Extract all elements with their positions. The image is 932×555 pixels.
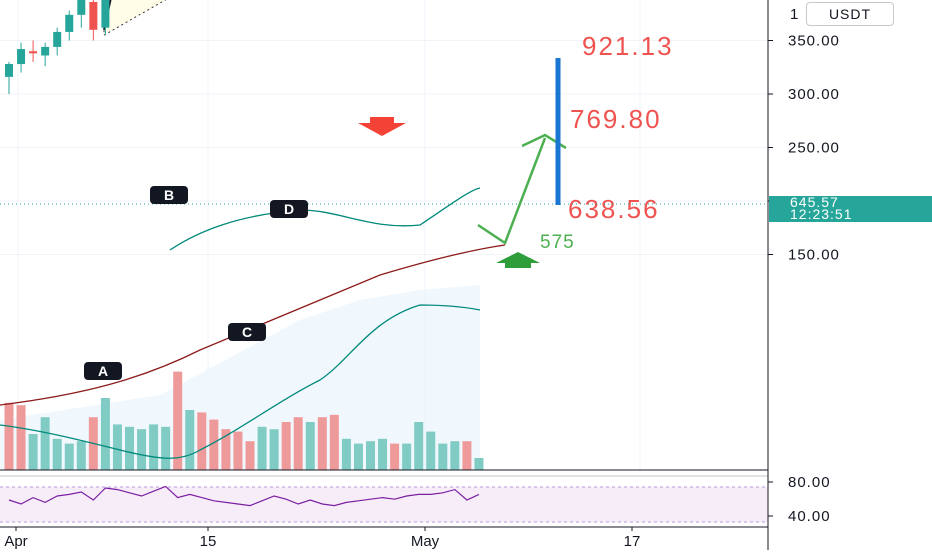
triangle-area [104, 0, 166, 36]
background-bands [0, 285, 480, 470]
rsi-band [0, 487, 768, 522]
candle-series [5, 0, 110, 94]
indicator-lines [0, 187, 506, 459]
volume-bar [112, 424, 122, 470]
volume-bar [185, 410, 195, 470]
candle-body [53, 31, 62, 47]
current-price-badge [769, 196, 932, 222]
volume-bar [149, 424, 159, 470]
volume-bar [173, 371, 183, 470]
point-label-b: B [164, 187, 174, 203]
time-axis-tick: May [411, 533, 440, 550]
rsi-axis-tick: 40.00 [788, 508, 831, 525]
candle-body [41, 46, 50, 56]
volume-bar [305, 422, 315, 470]
indicator-band [0, 285, 480, 470]
volume-bar [474, 458, 484, 470]
volume-bar [378, 438, 388, 470]
candle-body [101, 0, 110, 28]
rsi-axis-tick: 80.00 [788, 474, 831, 491]
time-axis-tick: Apr [4, 533, 27, 550]
volume-bar [28, 434, 38, 470]
triangle-pattern [103, 0, 167, 36]
buy-arrow-icon [496, 252, 540, 268]
volume-bar [76, 441, 86, 470]
projection-label: 575 [540, 232, 575, 253]
price-axis-tick: 300.00 [788, 86, 840, 103]
point-label-a: A [98, 363, 108, 379]
candle-body [89, 1, 98, 30]
lower-band-line [0, 304, 481, 459]
volume-bar [341, 438, 351, 470]
volume-bar [366, 441, 375, 470]
volume-bar [438, 443, 448, 470]
volume-bar [353, 443, 363, 470]
volume-bar [329, 414, 339, 470]
volume-bar [40, 417, 50, 470]
currency-selector-button[interactable]: USDT [806, 2, 894, 26]
volume-bar [245, 441, 255, 470]
rsi-pane [0, 485, 768, 523]
candle-body [65, 14, 74, 32]
point-label-d: D [284, 201, 294, 217]
volume-bar [293, 417, 303, 470]
volume-bar [426, 431, 436, 470]
point-label-badge [150, 186, 188, 204]
time-axis-tick: 17 [624, 533, 641, 550]
volume-bar [161, 426, 171, 470]
rsi-line [8, 485, 480, 507]
candle-body [17, 49, 26, 65]
current-price-value: 645.57 [790, 194, 839, 210]
volume-bar [390, 443, 400, 470]
projection-line [477, 137, 547, 245]
candle-body [5, 64, 13, 77]
current-price-countdown: 12:23:51 [790, 206, 853, 222]
point-label-badge [84, 362, 122, 380]
volume-bar [197, 412, 207, 470]
annotations: 921.13 769.80 638.56 575 A B C D [0, 31, 768, 380]
volume-bar [414, 422, 424, 470]
price-axis-tick: 250.00 [788, 140, 840, 157]
level-label-769: 769.80 [570, 104, 662, 134]
volume-bar [221, 429, 231, 470]
volume-bar [4, 402, 14, 470]
sell-arrow-icon [358, 117, 406, 136]
volume-bar [402, 443, 412, 470]
upper-band-line [169, 187, 481, 251]
triangle-lower-line [103, 0, 167, 36]
point-label-badge [228, 323, 266, 341]
point-label-c: C [242, 324, 252, 340]
volume-bar [16, 405, 26, 470]
price-axis-tick: 150.00 [788, 247, 840, 264]
volume-bar [257, 426, 267, 470]
volume-bar [269, 429, 279, 470]
grid [0, 0, 768, 470]
volume-bar [233, 431, 243, 470]
price-axis-tick: 350.00 [788, 33, 840, 50]
volume-bar [281, 422, 291, 470]
level-label-638: 638.56 [568, 194, 660, 224]
volume-bar [100, 398, 110, 470]
price-axis-tick: 1 [790, 6, 799, 23]
volume-bar [462, 441, 472, 470]
volume-bar [52, 438, 62, 470]
volume-bar [125, 426, 134, 470]
volume-bar [137, 429, 147, 470]
level-label-921: 921.13 [582, 31, 674, 61]
volume-bar [64, 443, 74, 470]
point-label-badge [270, 200, 308, 218]
volume-bar [450, 441, 460, 470]
slow-moving-average [0, 244, 506, 406]
volume-bar [209, 419, 219, 470]
candle-body [29, 51, 38, 54]
volume-bar [317, 417, 327, 470]
time-axis-tick: 15 [200, 533, 217, 550]
candle-body [77, 0, 86, 15]
